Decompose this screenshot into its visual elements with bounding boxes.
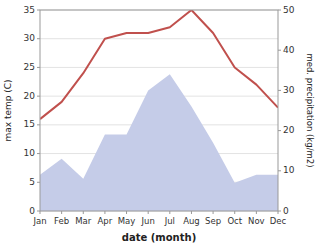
tick xyxy=(256,211,257,214)
area xyxy=(40,74,278,211)
tick-label: 5 xyxy=(29,177,35,187)
tick xyxy=(104,211,105,214)
tick-label: Mar xyxy=(75,216,92,226)
axes: 0 5 10 15 20 25 30 35 0 10 20 30 40 50 Jan Feb Mar Apr May… xyxy=(24,5,295,227)
tick-label: Oct xyxy=(227,216,242,226)
x-axis-label: date (month) xyxy=(122,232,196,243)
tick xyxy=(37,182,40,183)
tick-label: 0 xyxy=(283,206,289,216)
chart-container: 0 5 10 15 20 25 30 35 0 10 20 30 40 50 Jan Feb Mar Apr May… xyxy=(0,0,318,247)
tick xyxy=(278,10,281,11)
tick xyxy=(169,211,170,214)
tick-label: Nov xyxy=(248,216,265,226)
grid-line xyxy=(40,38,278,39)
tick-label: Jun xyxy=(141,216,155,226)
tick-label: 15 xyxy=(24,119,35,129)
plot-frame xyxy=(40,10,278,211)
tick-label: 20 xyxy=(283,125,295,135)
y2-axis-label: med. precipitation (kg/m2) xyxy=(305,53,315,167)
tick xyxy=(191,211,192,214)
tick-label: 50 xyxy=(283,5,295,15)
tick xyxy=(213,211,214,214)
tick-label: 10 xyxy=(283,165,295,175)
tick xyxy=(278,170,281,171)
tick xyxy=(126,211,127,214)
tick-label: 10 xyxy=(24,148,36,158)
tick-label: 35 xyxy=(24,5,35,15)
tick-label: Aug xyxy=(183,216,200,226)
tick-label: 30 xyxy=(24,33,36,43)
tick-label: Jan xyxy=(32,216,46,226)
tick-label: Dec xyxy=(270,216,287,226)
tick xyxy=(278,50,281,51)
line xyxy=(40,10,278,119)
tick-label: Jul xyxy=(164,216,175,226)
tick-label: 0 xyxy=(29,206,35,216)
tick-label: Feb xyxy=(54,216,69,226)
tick xyxy=(83,211,84,214)
tick xyxy=(37,124,40,125)
tick xyxy=(37,38,40,39)
grid-line xyxy=(40,67,278,68)
chart: 0 5 10 15 20 25 30 35 0 10 20 30 40 50 Jan Feb Mar Apr May… xyxy=(0,0,318,247)
tick xyxy=(37,67,40,68)
tick xyxy=(278,130,281,131)
tick-label: 30 xyxy=(283,85,295,95)
tick-label: 40 xyxy=(283,45,295,55)
tick-label: 20 xyxy=(24,91,36,101)
tick xyxy=(61,211,62,214)
tick xyxy=(37,96,40,97)
tick xyxy=(37,153,40,154)
tick xyxy=(234,211,235,214)
tick-label: 25 xyxy=(24,62,35,72)
tick xyxy=(37,10,40,11)
tick-label: Sep xyxy=(205,216,221,226)
tick xyxy=(148,211,149,214)
background xyxy=(0,0,318,247)
marks xyxy=(40,10,278,211)
tick xyxy=(278,211,279,214)
tick-label: May xyxy=(118,216,136,226)
tick xyxy=(278,90,281,91)
tick xyxy=(40,211,41,214)
grid xyxy=(40,10,278,211)
tick-label: Apr xyxy=(98,216,113,226)
y-axis-label: max temp (C) xyxy=(3,79,13,141)
